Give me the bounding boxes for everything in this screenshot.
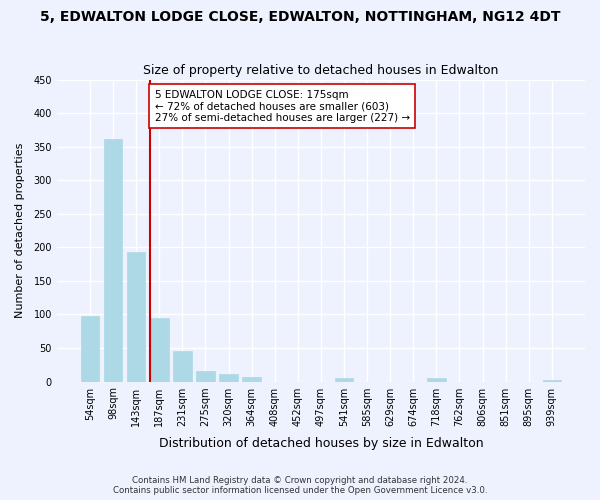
Y-axis label: Number of detached properties: Number of detached properties: [15, 143, 25, 318]
Bar: [220, 374, 238, 382]
Bar: [542, 380, 561, 382]
Bar: [104, 138, 122, 382]
Bar: [335, 378, 353, 382]
Bar: [427, 378, 446, 382]
Bar: [173, 350, 191, 382]
Text: Contains HM Land Registry data © Crown copyright and database right 2024.
Contai: Contains HM Land Registry data © Crown c…: [113, 476, 487, 495]
Title: Size of property relative to detached houses in Edwalton: Size of property relative to detached ho…: [143, 64, 499, 77]
Text: 5, EDWALTON LODGE CLOSE, EDWALTON, NOTTINGHAM, NG12 4DT: 5, EDWALTON LODGE CLOSE, EDWALTON, NOTTI…: [40, 10, 560, 24]
Bar: [81, 316, 99, 382]
Bar: [196, 371, 215, 382]
X-axis label: Distribution of detached houses by size in Edwalton: Distribution of detached houses by size …: [158, 437, 483, 450]
Text: 5 EDWALTON LODGE CLOSE: 175sqm
← 72% of detached houses are smaller (603)
27% of: 5 EDWALTON LODGE CLOSE: 175sqm ← 72% of …: [155, 90, 410, 123]
Bar: [127, 252, 145, 382]
Bar: [150, 318, 169, 382]
Bar: [242, 377, 261, 382]
